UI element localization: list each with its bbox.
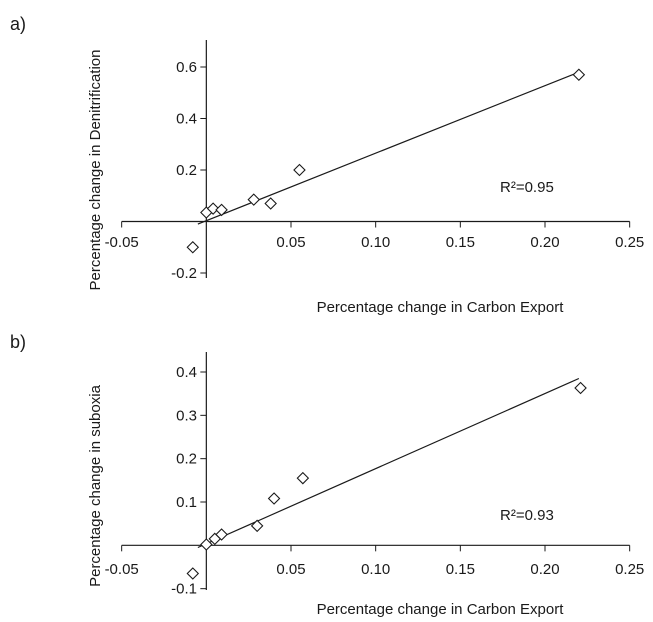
- panel-b-y-tick-label: 0.1: [176, 494, 197, 511]
- panel-b-x-tick-label: 0.15: [446, 561, 475, 578]
- panel-b-y-tick-label: -0.1: [171, 581, 197, 598]
- panel-a-y-tick-label: 0.6: [176, 59, 197, 76]
- panel-b-x-tick-label: -0.05: [105, 561, 139, 578]
- panel-a-label: a): [10, 14, 26, 34]
- panel-a-data-point: [215, 203, 228, 217]
- panel-b-y-axis-title: Percentage change in suboxia: [87, 384, 104, 586]
- panel-a-x-axis-title: Percentage change in Carbon Export: [317, 299, 565, 316]
- panel-a-fit-line: [197, 71, 580, 225]
- panel-a-y-axis-title: Percentage change in Denitrification: [87, 50, 104, 291]
- panel-b-data-point: [250, 519, 264, 533]
- panel-b-data-point: [215, 528, 228, 541]
- panel-a-r2-annotation: R²=0.95: [500, 179, 554, 196]
- panel-a-data-point: [572, 68, 586, 82]
- panel-b-fit-line: [197, 377, 580, 549]
- panel-b-x-tick-label: 0.20: [530, 561, 559, 578]
- panel-a-data-point: [206, 202, 220, 215]
- panel-b-data-point: [200, 538, 213, 551]
- panel-b-x-tick-label: 0.10: [361, 561, 390, 578]
- panel-a-data-point: [247, 193, 261, 206]
- panel-a-x-tick-label: 0.15: [446, 234, 475, 251]
- panel-a-y-tick-label: 0.2: [176, 162, 197, 179]
- panel-b-x-axis-title: Percentage change in Carbon Export: [317, 601, 565, 618]
- panel-b-label: b): [10, 332, 26, 352]
- panel-a-y-tick-label: -0.2: [171, 265, 197, 282]
- panel-a-x-tick-label: -0.05: [105, 234, 139, 251]
- panel-a-x-tick-label: 0.20: [530, 234, 559, 251]
- panel-a-data-point: [293, 163, 306, 177]
- panel-a-data-point: [186, 240, 200, 254]
- panel-b-x-tick-label: 0.05: [276, 561, 305, 578]
- panel-b-y-tick-label: 0.3: [176, 407, 197, 424]
- panel-b-data-point: [186, 567, 200, 580]
- panel-b-data-point: [296, 471, 310, 485]
- panel-a-data-point: [264, 197, 277, 210]
- panel-a-x-tick-label: 0.10: [361, 234, 390, 251]
- panel-a-x-tick-label: 0.25: [615, 234, 644, 251]
- panel-a-y-tick-label: 0.4: [176, 111, 197, 128]
- panel-b-data-point: [574, 381, 587, 395]
- panel-b-x-tick-label: 0.25: [615, 561, 644, 578]
- panel-a-x-tick-label: 0.05: [276, 234, 305, 251]
- panel-b-y-tick-label: 0.2: [176, 451, 197, 468]
- panel-b-data-point: [267, 492, 281, 505]
- panel-b-y-tick-label: 0.4: [176, 364, 197, 381]
- panel-b-r2-annotation: R²=0.93: [500, 507, 554, 524]
